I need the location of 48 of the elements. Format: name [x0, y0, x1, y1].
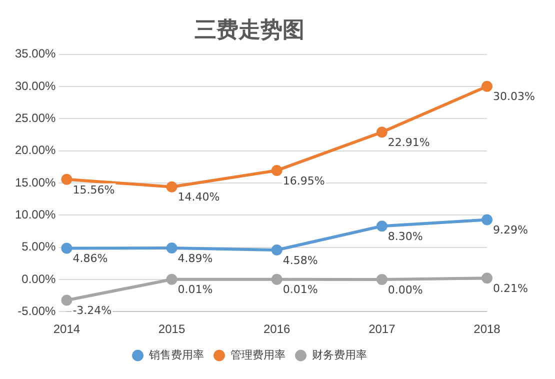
y-tick-label: 10.00% — [14, 207, 56, 222]
chart-title: 三费走势图 — [194, 18, 304, 43]
point — [61, 174, 72, 185]
y-tick-label: 20.00% — [14, 143, 56, 158]
y-tick-label: 30.00% — [14, 78, 56, 93]
point — [271, 244, 282, 256]
point — [482, 272, 492, 284]
legend-label: 管理费用率 — [230, 348, 286, 362]
data-label: 4.86% — [72, 252, 108, 266]
point — [166, 242, 178, 254]
x-tick-label: 2015 — [158, 322, 186, 336]
y-tick-label: 0.00% — [22, 272, 56, 286]
point — [61, 294, 72, 306]
point — [482, 214, 492, 226]
legend-label: 销售费用率 — [148, 348, 204, 362]
x-tick-label: 2016 — [264, 322, 291, 336]
point — [376, 274, 388, 285]
data-label: 0.00% — [388, 283, 423, 296]
data-label: 0.01% — [282, 283, 318, 296]
y-tick-label: -5.00% — [18, 304, 56, 318]
data-label: 0.01% — [178, 283, 213, 296]
x-tick-label: 2014 — [53, 322, 80, 336]
data-label: 30.03% — [493, 90, 535, 104]
y-tick-label: 35.00% — [14, 46, 56, 61]
point — [166, 274, 178, 285]
point — [271, 274, 282, 285]
point — [166, 181, 178, 192]
data-label: 14.40% — [178, 190, 220, 204]
data-label: 15.56% — [72, 183, 115, 196]
y-tick-label: 5.00% — [22, 240, 56, 254]
y-tick-label: 25.00% — [14, 111, 56, 126]
data-label: 16.95% — [282, 174, 325, 188]
data-label: -3.24% — [72, 304, 112, 318]
data-label: 22.91% — [388, 136, 430, 149]
point — [61, 242, 72, 254]
x-tick-label: 2017 — [368, 322, 396, 336]
x-tick-label: 2018 — [474, 322, 501, 336]
legend-label: 财务费用率 — [312, 348, 367, 362]
data-label: 4.58% — [282, 254, 318, 267]
data-label: 0.21% — [493, 282, 528, 295]
point — [376, 126, 388, 138]
y-tick-label: 15.00% — [14, 175, 56, 190]
point — [482, 80, 492, 92]
data-label: 4.89% — [178, 252, 213, 265]
point — [376, 220, 388, 232]
point — [271, 164, 282, 176]
data-label: 8.30% — [388, 230, 423, 243]
data-label: 9.29% — [493, 224, 528, 237]
